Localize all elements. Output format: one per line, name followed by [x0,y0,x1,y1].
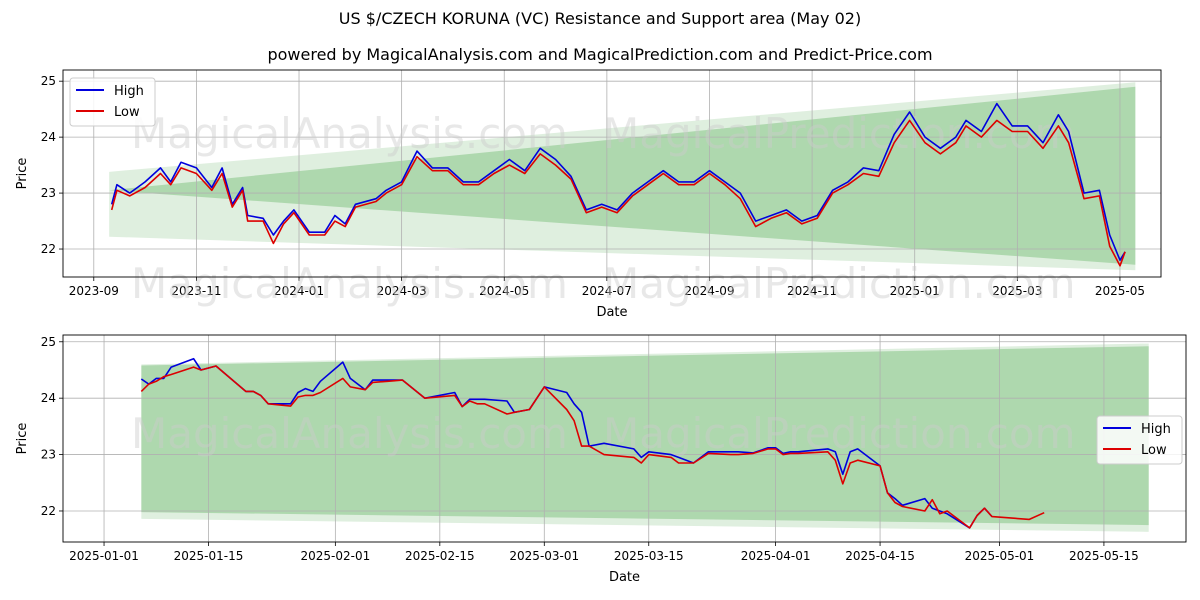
y-axis-label: Price [15,158,30,190]
x-axis-label: Date [609,570,640,585]
x-tick-label: 2025-02-01 [300,549,370,563]
y-tick-label: 22 [41,504,56,518]
x-tick-label: 2025-04-01 [741,549,811,563]
series-low-line [140,365,1045,529]
watermark: MagicalAnalysis.com [131,259,568,308]
watermark: MagicalPrediction.com [603,259,1076,308]
x-tick-label: 2025-03 [992,284,1042,298]
series-high-line [110,102,1126,262]
y-tick-label: 23 [41,186,56,200]
y-tick-label: 25 [41,335,56,349]
x-axis-label: Date [596,305,627,320]
chart-title: US $/CZECH KORUNA (VC) Resistance and Su… [338,9,862,28]
watermark: MagicalPrediction.com [603,409,1076,458]
x-tick-label: 2025-05-15 [1069,549,1139,563]
series-high-line [140,357,993,529]
watermark: MagicalAnalysis.com [131,409,568,458]
legend: High Low [69,77,156,127]
x-tick-label: 2024-11 [787,284,837,298]
legend-label-low: Low [1141,443,1167,458]
y-tick-label: 22 [41,242,56,256]
x-tick-label: 2025-01-15 [174,549,244,563]
x-tick-label: 2023-09 [69,284,119,298]
y-axis-label: Price [15,423,30,455]
x-tick-label: 2025-04-15 [845,549,915,563]
x-tick-label: 2025-03-15 [614,549,684,563]
x-tick-label: 2025-03-01 [509,549,579,563]
watermark: MagicalAnalysis.com [131,109,568,158]
x-tick-label: 2025-02-15 [405,549,475,563]
chart-subtitle: powered by MagicalAnalysis.com and Magic… [267,45,933,64]
x-tick-label: 2025-05-01 [965,549,1035,563]
x-tick-label: 2024-05 [479,284,529,298]
plot-frame [62,334,1187,543]
top-chart: 2023-09 2023-11 2024-01 2024-03 2024-05 2024-… [15,69,1162,320]
x-tick-label: 2024-01 [274,284,324,298]
x-tick-label: 2024-07 [582,284,632,298]
x-tick-label: 2024-09 [684,284,734,298]
y-tick-label: 24 [41,391,56,405]
y-tick-label: 23 [41,448,56,462]
resistance-support-band [141,346,1149,526]
x-tick-label: 2025-05 [1095,284,1145,298]
x-tick-label: 2024-03 [377,284,427,298]
legend: High Low [1096,415,1183,465]
legend-label-low: Low [114,105,140,120]
series-low-line [110,119,1126,267]
y-tick-label: 25 [41,74,56,88]
legend-label-high: High [114,84,144,99]
plot-frame [62,69,1162,278]
x-tick-label: 2023-11 [171,284,221,298]
bottom-chart: 2025-01-01 2025-01-15 2025-02-01 2025-02-15… [15,334,1187,585]
legend-label-high: High [1141,422,1171,437]
y-tick-label: 24 [41,130,56,144]
resistance-support-band [109,86,1136,265]
x-tick-label: 2025-01 [890,284,940,298]
x-tick-label: 2025-01-01 [69,549,139,563]
watermark: MagicalPrediction.com [603,109,1076,158]
